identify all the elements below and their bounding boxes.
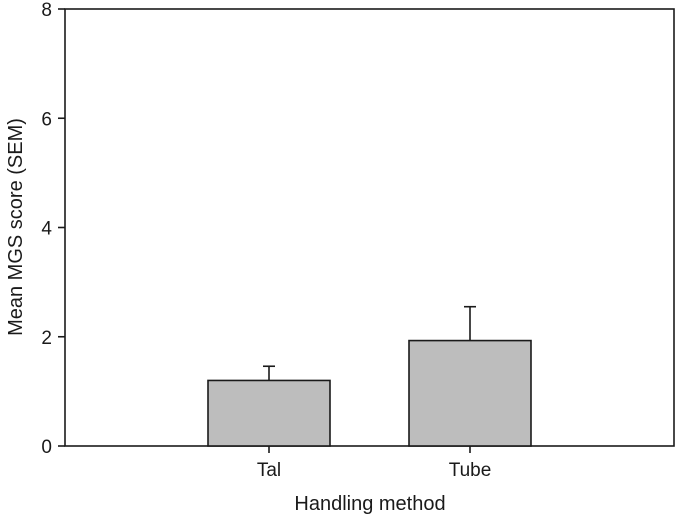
x-tick-label-tal: Tal <box>257 460 281 481</box>
y-tick-label: 6 <box>41 109 52 130</box>
y-tick-label: 0 <box>41 437 52 458</box>
x-axis: Tal Tube <box>257 446 491 481</box>
x-axis-title: Handling method <box>294 493 445 515</box>
y-tick-label: 4 <box>41 219 52 240</box>
bar-tube <box>408 339 532 447</box>
y-axis-title: Mean MGS score (SEM) <box>5 118 27 336</box>
bar-tal <box>207 379 331 447</box>
y-tick-label: 8 <box>41 0 52 21</box>
y-axis: 0 2 4 6 8 <box>41 0 65 458</box>
plot-frame <box>64 8 675 447</box>
bars <box>207 305 532 447</box>
x-tick-label-tube: Tube <box>449 460 492 481</box>
y-tick-label: 2 <box>41 328 52 349</box>
